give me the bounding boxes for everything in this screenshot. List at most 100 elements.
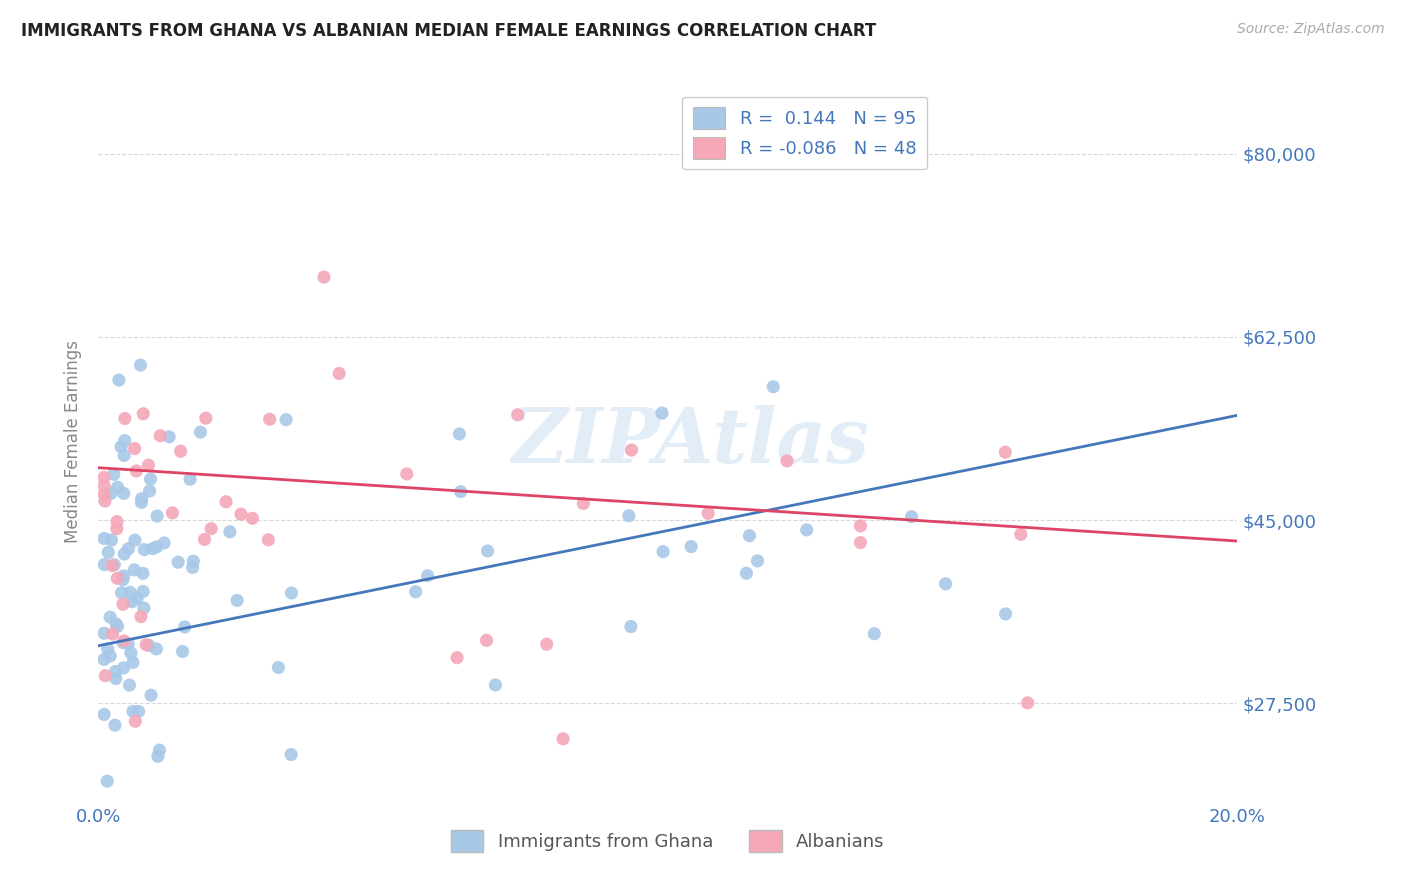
Point	[551, 731, 574, 746]
Point	[651, 406, 673, 420]
Point	[218, 524, 240, 539]
Point	[173, 620, 195, 634]
Point	[849, 519, 872, 533]
Point	[139, 688, 162, 702]
Point	[98, 610, 121, 624]
Point	[93, 558, 115, 572]
Point	[112, 661, 135, 675]
Point	[776, 454, 799, 468]
Point	[148, 743, 170, 757]
Point	[124, 533, 146, 548]
Point	[280, 586, 302, 600]
Point	[112, 449, 135, 463]
Point	[104, 672, 127, 686]
Point	[121, 595, 143, 609]
Point	[111, 635, 134, 649]
Point	[108, 373, 131, 387]
Point	[118, 678, 141, 692]
Point	[181, 560, 204, 574]
Point	[138, 483, 160, 498]
Point	[120, 585, 142, 599]
Point	[735, 566, 758, 581]
Point	[849, 535, 872, 549]
Point	[124, 714, 146, 729]
Point	[1010, 527, 1032, 541]
Point	[112, 486, 135, 500]
Point	[179, 472, 201, 486]
Point	[153, 536, 176, 550]
Point	[93, 652, 115, 666]
Point	[132, 584, 155, 599]
Point	[112, 634, 135, 648]
Point	[681, 540, 703, 554]
Point	[112, 547, 135, 561]
Point	[96, 774, 118, 789]
Point	[157, 430, 180, 444]
Point	[312, 270, 335, 285]
Point	[1017, 696, 1039, 710]
Point	[900, 509, 922, 524]
Point	[117, 541, 139, 556]
Point	[98, 648, 121, 663]
Point	[107, 619, 129, 633]
Point	[111, 597, 134, 611]
Point	[127, 591, 149, 606]
Point	[132, 566, 155, 581]
Point	[122, 704, 145, 718]
Point	[162, 506, 184, 520]
Point	[328, 367, 350, 381]
Point	[142, 541, 165, 556]
Point	[135, 638, 157, 652]
Point	[94, 494, 117, 508]
Point	[405, 584, 427, 599]
Point	[274, 412, 297, 426]
Point	[138, 458, 160, 472]
Point	[107, 480, 129, 494]
Point	[697, 507, 720, 521]
Point	[120, 646, 142, 660]
Point	[194, 411, 217, 425]
Point	[104, 665, 127, 679]
Point	[572, 496, 595, 510]
Point	[994, 445, 1017, 459]
Point	[181, 554, 204, 568]
Point	[93, 532, 115, 546]
Point	[125, 464, 148, 478]
Point	[110, 586, 132, 600]
Text: ZIPAtlas: ZIPAtlas	[512, 405, 870, 478]
Point	[149, 428, 172, 442]
Point	[416, 568, 439, 582]
Legend: Immigrants from Ghana, Albanians: Immigrants from Ghana, Albanians	[444, 822, 891, 859]
Point	[100, 533, 122, 547]
Point	[114, 434, 136, 448]
Point	[105, 515, 128, 529]
Point	[100, 486, 122, 500]
Point	[190, 425, 212, 439]
Point	[259, 412, 281, 426]
Point	[738, 529, 761, 543]
Point	[128, 705, 150, 719]
Point	[122, 656, 145, 670]
Point	[103, 467, 125, 482]
Point	[93, 707, 115, 722]
Point	[129, 609, 152, 624]
Point	[139, 472, 162, 486]
Point	[105, 571, 128, 585]
Point	[146, 509, 169, 524]
Point	[145, 642, 167, 657]
Point	[475, 633, 498, 648]
Point	[138, 639, 160, 653]
Point	[101, 627, 124, 641]
Point	[242, 511, 264, 525]
Point	[101, 558, 124, 573]
Point	[477, 544, 499, 558]
Point	[257, 533, 280, 547]
Point	[484, 678, 506, 692]
Point	[103, 558, 125, 572]
Point	[395, 467, 418, 481]
Point	[200, 522, 222, 536]
Point	[134, 542, 156, 557]
Point	[111, 573, 134, 587]
Point	[652, 544, 675, 558]
Point	[110, 440, 132, 454]
